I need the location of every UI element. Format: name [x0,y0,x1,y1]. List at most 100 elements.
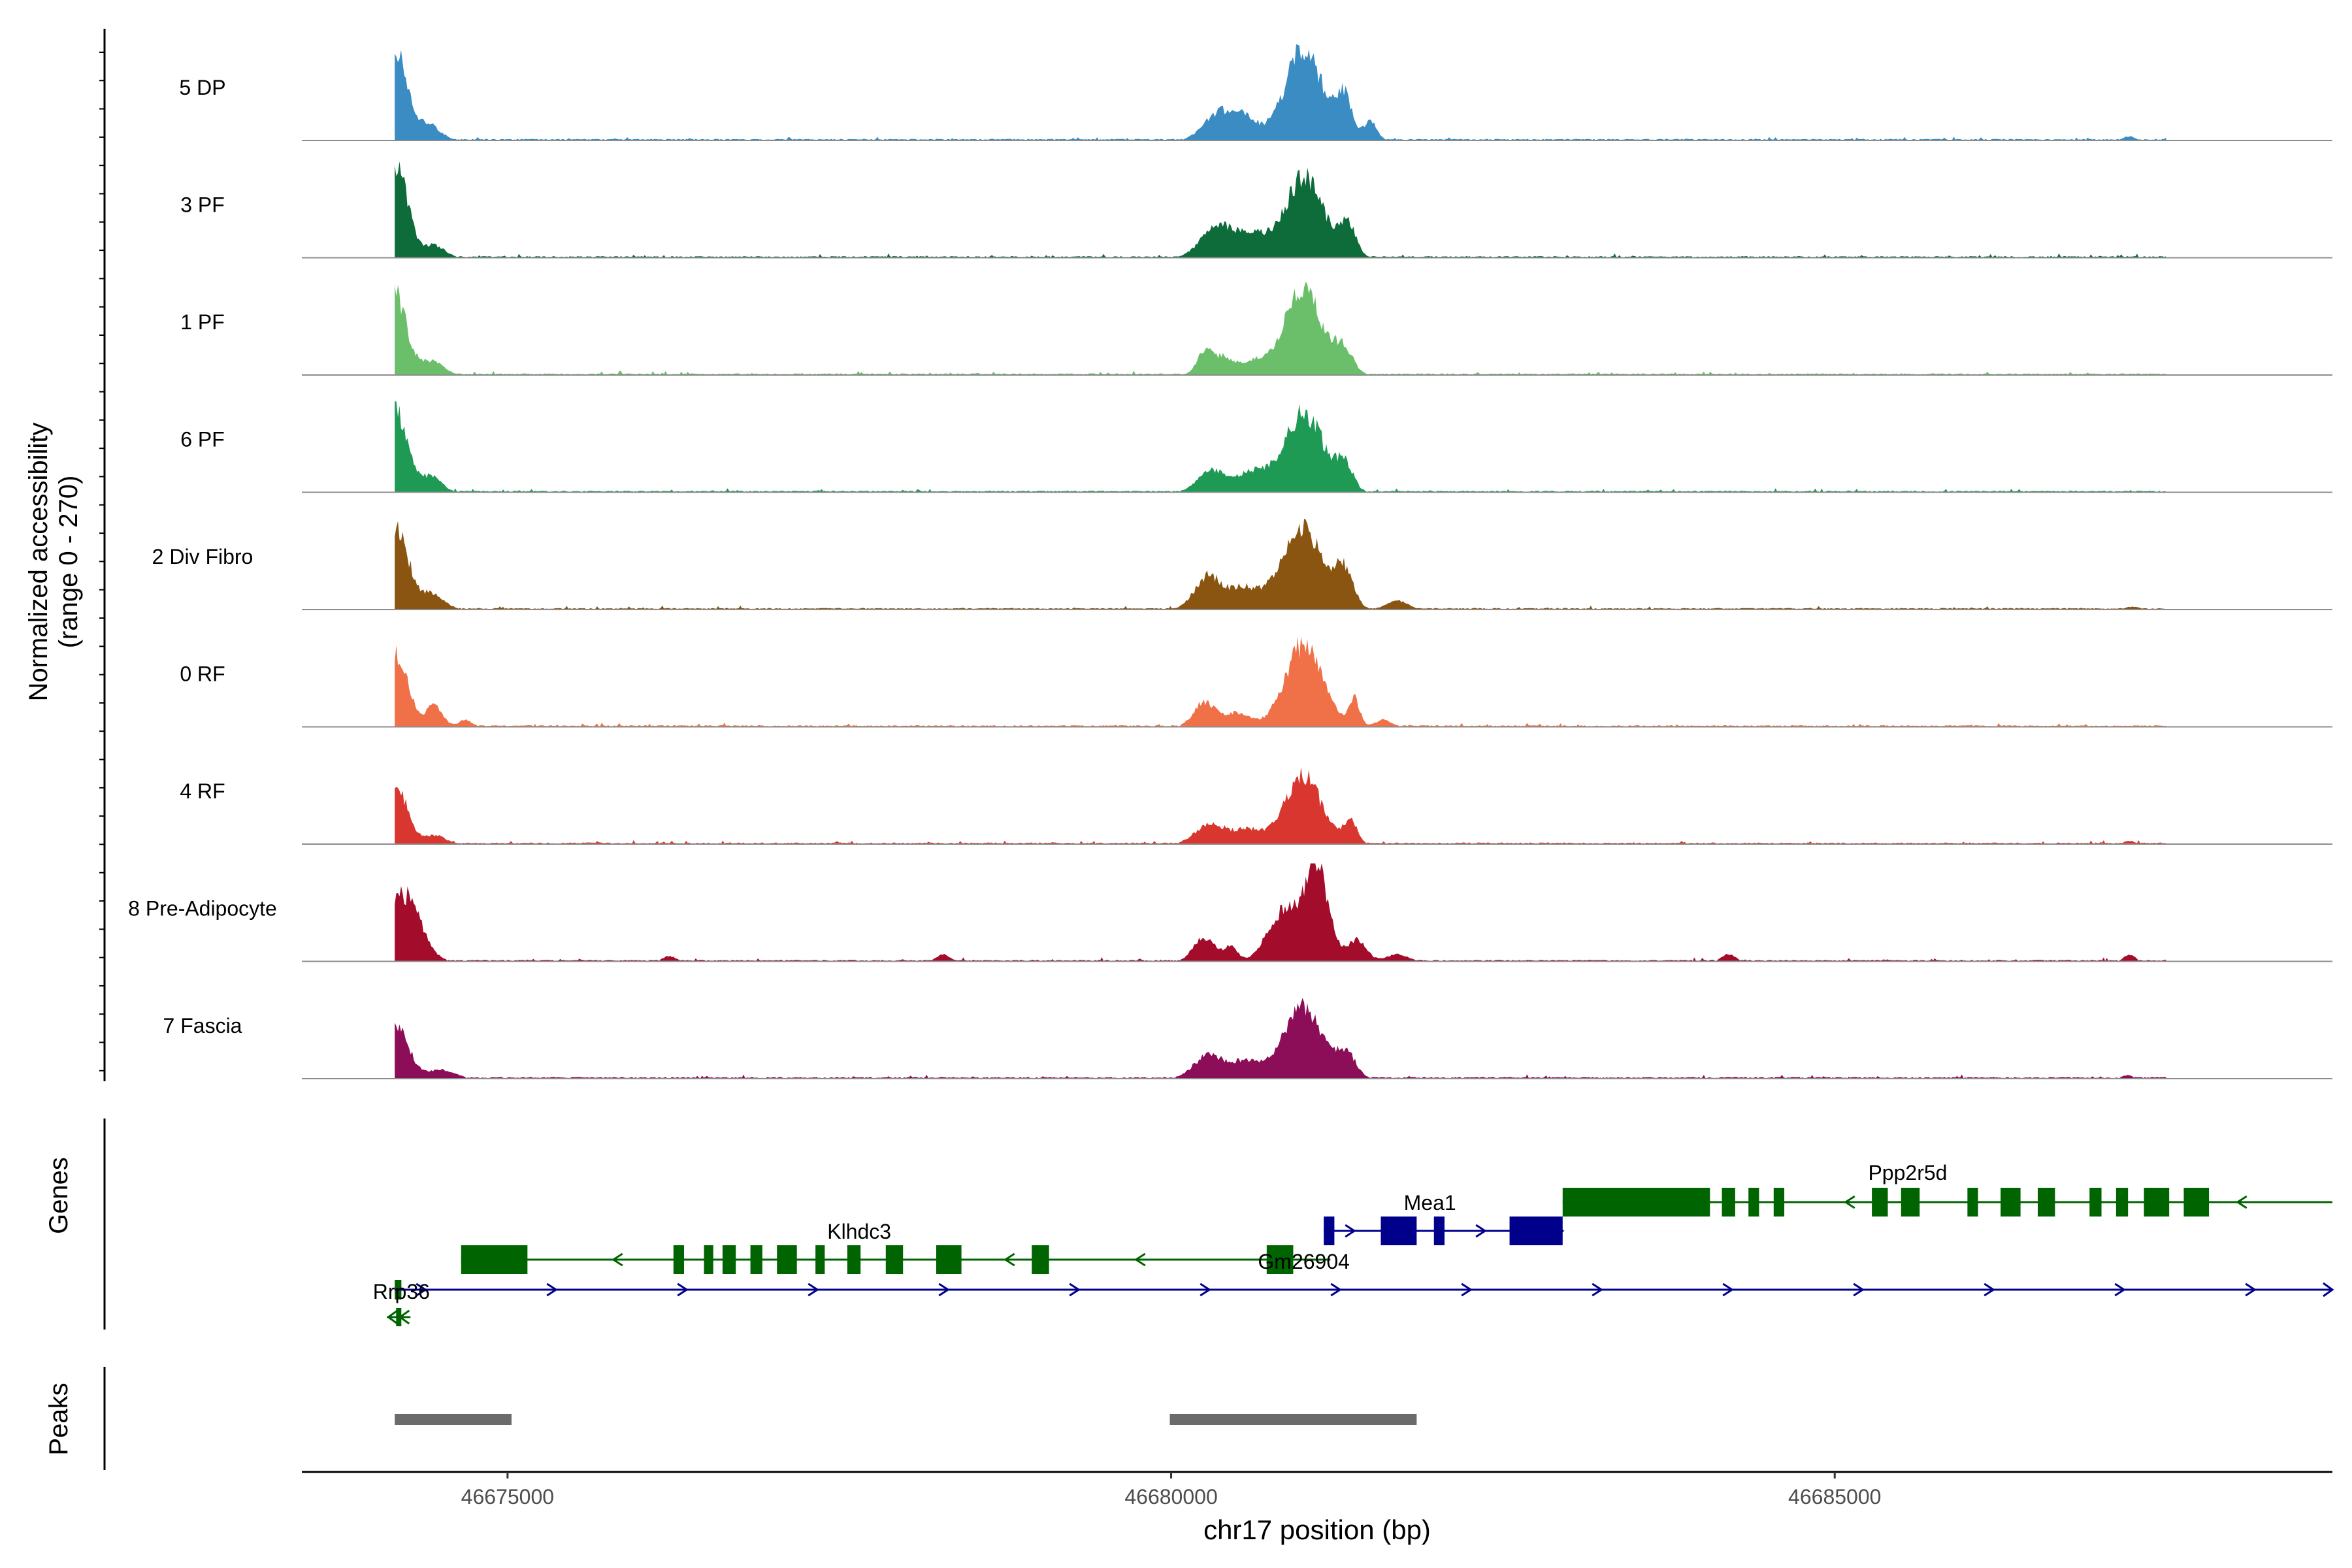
coverage-y-ticks [99,52,105,1071]
strand-arrow [2323,1282,2334,1298]
gene-exon [2001,1188,2021,1217]
coverage-area [395,44,2167,140]
gene-exon [704,1245,713,1274]
strand-arrow [1475,1224,1487,1238]
gene-exon [936,1245,962,1274]
track-3-pf: 3 PF [180,161,2332,259]
gene-label: Gm26904 [1258,1250,1350,1273]
strand-arrow [677,1282,689,1297]
track-0-rf: 0 RF [180,636,2332,728]
gene-exon [673,1245,685,1274]
strand-arrow [1330,1282,1342,1297]
gene-exon [750,1245,762,1274]
gene-exon [461,1245,528,1274]
coverage-area [395,767,2167,844]
coverage-area [395,401,2167,493]
gene-label: Ppp2r5d [1868,1161,1947,1184]
strand-arrow [1134,1252,1146,1267]
gene-exon [1748,1188,1759,1217]
gene-ppp2r5d [1562,1188,2332,1217]
gene-exon [815,1245,825,1274]
track-7-fascia: 7 Fascia [163,998,2332,1079]
track-4-rf: 4 RF [180,767,2332,845]
strand-arrow [1461,1282,1473,1297]
strand-arrow [2236,1195,2247,1209]
peaks-track [395,1414,1417,1425]
gene-exon [1562,1188,1710,1217]
gene-exon [1509,1217,1563,1245]
gene-exon [1773,1188,1785,1217]
x-axis-ticks: 46675000 46680000 46685000 [461,1472,1881,1509]
gene-exon [2115,1188,2129,1217]
coverage-tracks: 5 DP 3 PF 1 PF 6 PF 2 Div Fibro 0 RF 4 RF 8 Pre… [128,44,2332,1079]
coverage-area [395,863,2167,962]
x-tick-label: 46685000 [1788,1485,1881,1509]
strand-arrow [808,1282,819,1297]
x-tick-label: 46675000 [461,1485,554,1509]
gene-label: Rrp36 [373,1280,430,1303]
gene-exon [1032,1245,1049,1274]
coverage-area [395,282,2167,375]
track-label: 0 RF [180,662,225,686]
strand-arrow [2114,1282,2126,1297]
track-label: 3 PF [180,193,225,217]
coverage-area [395,998,2167,1079]
track-label: 8 Pre-Adipocyte [128,897,277,921]
gene-exon [2038,1188,2055,1217]
strand-arrow [1984,1282,1995,1297]
gene-exon [1967,1188,1978,1217]
strand-arrow [1844,1195,1855,1209]
gene-exon [847,1245,861,1274]
strand-arrow [546,1282,558,1297]
gene-label: Mea1 [1404,1191,1456,1215]
gene-exon [1872,1188,1888,1217]
gene-exon [777,1245,797,1274]
gene-exon [1266,1245,1294,1274]
gene-exon [1324,1217,1335,1245]
strand-arrow [1345,1224,1356,1238]
track-label: 1 PF [180,310,225,334]
gene-exon [885,1245,904,1274]
track-2-div-fibro: 2 Div Fibro [152,519,2332,610]
gene-exon [1901,1188,1920,1217]
coverage-area [395,636,2167,727]
gene-exon [2144,1188,2170,1217]
gene-label: Klhdc3 [827,1220,891,1243]
strand-arrow [1853,1282,1865,1297]
strand-arrow [611,1252,623,1267]
track-5-dp: 5 DP [179,44,2332,141]
gene-klhdc3 [461,1245,1331,1274]
peak-region [395,1414,512,1425]
strand-arrow [1200,1282,1211,1297]
gene-mea1 [1324,1217,1565,1245]
gene-exon [1722,1188,1735,1217]
gene-exon [1433,1217,1445,1245]
gene-exon [1380,1217,1417,1245]
y-axis-label-line1: Normalized accessibility [24,423,53,702]
strand-arrow [1722,1282,1734,1297]
track-6-pf: 6 PF [180,401,2332,493]
genes-track-label: Genes [44,1157,73,1234]
gene-exon [2089,1188,2102,1217]
coverage-area [395,161,2167,258]
gene-gm26904 [395,1282,2334,1298]
gene-exon [722,1245,736,1274]
x-tick-label: 46680000 [1124,1485,1217,1509]
coverage-area [395,519,2167,610]
x-axis-label: chr17 position (bp) [1203,1514,1431,1545]
peak-region [1169,1414,1417,1425]
strand-arrow [2245,1282,2257,1297]
y-axis-label: Normalized accessibility (range 0 - 270) [24,423,83,702]
strand-arrow [1592,1282,1603,1297]
strand-arrow [938,1282,950,1297]
track-label: 7 Fascia [163,1014,242,1037]
track-1-pf: 1 PF [180,282,2332,376]
strand-arrow [1069,1282,1081,1297]
strand-arrow [1003,1252,1015,1267]
y-axis-label-line2: (range 0 - 270) [54,476,83,649]
track-label: 2 Div Fibro [152,545,253,568]
track-label: 5 DP [179,76,225,99]
peaks-track-label: Peaks [44,1382,73,1455]
genes-track: Rrp36 Klhdc3 Gm26904 Mea1 Ppp2r5d [373,1161,2334,1326]
